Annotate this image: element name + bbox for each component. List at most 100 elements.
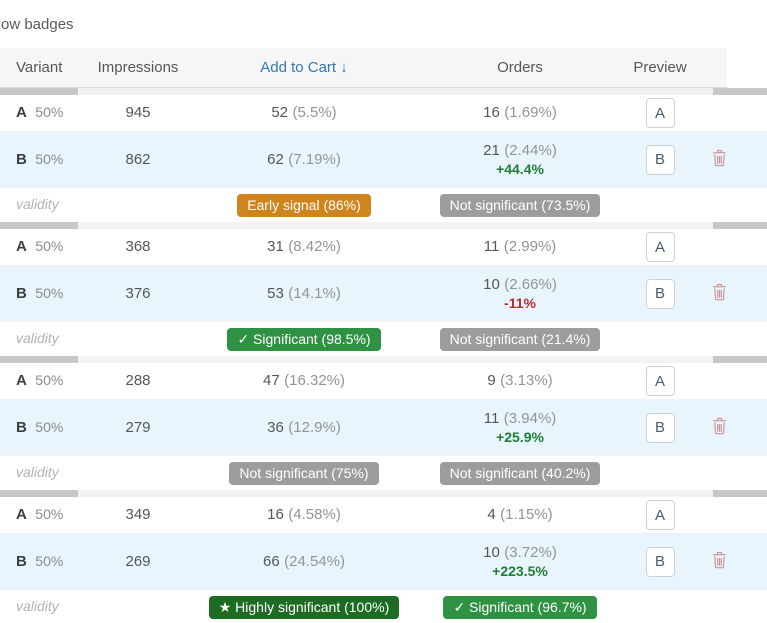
trash-icon	[713, 149, 726, 167]
orders-cell: 9 (3.13%)	[487, 372, 553, 389]
trash-icon	[713, 283, 726, 301]
scrollbar-thumb[interactable]	[0, 490, 78, 497]
ab-test-group: A 50% 368 31 (8.42%) 11 (2.99%) A B 50% …	[0, 229, 767, 356]
add-to-cart-cell: 52 (5.5%)	[271, 104, 337, 121]
add-to-cart-cell: 31 (8.42%)	[267, 238, 341, 255]
scrollbar-thumb[interactable]	[713, 222, 767, 229]
table-row-variant-b: B 50% 376 53 (14.1%) 10 (2.66%) -11% B	[0, 266, 767, 322]
variant-cell: B 50%	[0, 151, 88, 169]
orders-cell: 10 (3.72%) +223.5%	[420, 544, 620, 579]
table-row-variant-b: B 50% 269 66 (24.54%) 10 (3.72%) +223.5%…	[0, 534, 767, 590]
scrollbar-thumb[interactable]	[0, 356, 78, 363]
traffic-split: 50%	[35, 238, 64, 254]
preview-variant-button[interactable]: A	[645, 366, 675, 396]
column-header-preview: Preview	[633, 59, 687, 76]
traffic-split: 50%	[35, 372, 64, 388]
impressions-cell: 945	[125, 104, 151, 121]
atc-significance-badge: Not significant (75%)	[229, 461, 379, 485]
actions-cell	[700, 281, 767, 306]
trash-icon	[713, 551, 726, 569]
orders-significance-badge: ✓ Significant (96.7%)	[443, 595, 597, 619]
orders-cell: 11 (2.99%)	[483, 238, 557, 255]
orders-significance-badge: Not significant (73.5%)	[439, 193, 601, 217]
impressions-cell: 288	[125, 372, 151, 389]
column-header-impressions: Impressions	[97, 59, 179, 76]
impressions-cell: 279	[125, 418, 151, 436]
scrollbar-thumb[interactable]	[713, 88, 767, 95]
delete-variant-button[interactable]	[710, 415, 729, 440]
top-bar: ow badges	[0, 0, 767, 48]
delete-variant-button[interactable]	[710, 281, 729, 306]
table-row-variant-a: A 50% 288 47 (16.32%) 9 (3.13%) A	[0, 363, 767, 400]
preview-variant-button[interactable]: B	[645, 278, 675, 309]
add-to-cart-cell: 47 (16.32%)	[262, 372, 345, 389]
column-header-add-to-cart[interactable]: Add to Cart ↓	[260, 59, 348, 76]
preview-variant-button[interactable]: A	[645, 500, 675, 530]
validity-row: validity Early signal (86%) Not signific…	[0, 188, 767, 222]
column-header-variant: Variant	[16, 59, 63, 76]
column-header-orders: Orders	[497, 59, 543, 76]
atc-significance-badge: Early signal (86%)	[237, 193, 371, 217]
add-to-cart-cell: 16 (4.58%)	[267, 506, 341, 523]
validity-label-cell: validity	[16, 196, 59, 212]
orders-significance-badge: Not significant (21.4%)	[439, 327, 601, 351]
preview-cell: A	[620, 366, 700, 396]
show-badges-label[interactable]: ow badges	[1, 16, 74, 33]
delete-variant-button[interactable]	[710, 549, 729, 574]
variant-letter: A	[16, 238, 27, 255]
validity-label-cell: validity	[16, 598, 59, 614]
traffic-split: 50%	[35, 150, 64, 167]
preview-cell: B	[620, 546, 700, 577]
actions-cell	[700, 549, 767, 574]
horizontal-scrollbar[interactable]	[0, 88, 767, 95]
ab-test-group: A 50% 288 47 (16.32%) 9 (3.13%) A B 50% …	[0, 363, 767, 490]
preview-cell: A	[620, 232, 700, 262]
preview-variant-button[interactable]: B	[645, 546, 675, 577]
orders-cell: 11 (3.94%) +25.9%	[420, 410, 620, 445]
preview-cell: B	[620, 278, 700, 309]
table-row-variant-b: B 50% 862 62 (7.19%) 21 (2.44%) +44.4% B	[0, 132, 767, 188]
variant-letter: B	[16, 284, 27, 302]
ab-test-group: A 50% 945 52 (5.5%) 16 (1.69%) A B 50% 8…	[0, 95, 767, 222]
validity-row: validity ✓ Significant (98.5%) Not signi…	[0, 322, 767, 356]
preview-variant-button[interactable]: A	[645, 98, 675, 128]
variant-letter: B	[16, 418, 27, 436]
scrollbar-thumb[interactable]	[0, 88, 78, 95]
validity-label-cell: validity	[16, 330, 59, 346]
preview-cell: A	[620, 98, 700, 128]
impressions-cell: 368	[125, 238, 151, 255]
scrollbar-thumb[interactable]	[713, 490, 767, 497]
table-row-variant-a: A 50% 945 52 (5.5%) 16 (1.69%) A	[0, 95, 767, 132]
preview-cell: B	[620, 144, 700, 175]
trash-icon	[713, 417, 726, 435]
add-to-cart-cell: 36 (12.9%)	[267, 418, 341, 436]
variant-letter: B	[16, 552, 27, 570]
table-row-variant-b: B 50% 279 36 (12.9%) 11 (3.94%) +25.9% B	[0, 400, 767, 456]
preview-variant-button[interactable]: A	[645, 232, 675, 262]
validity-label-cell: validity	[16, 464, 59, 480]
horizontal-scrollbar[interactable]	[0, 490, 767, 497]
ab-test-group: A 50% 349 16 (4.58%) 4 (1.15%) A B 50% 2…	[0, 497, 767, 623]
table-row-variant-a: A 50% 349 16 (4.58%) 4 (1.15%) A	[0, 497, 767, 534]
actions-cell	[700, 147, 767, 172]
scrollbar-thumb[interactable]	[713, 356, 767, 363]
delete-variant-button[interactable]	[710, 147, 729, 172]
validity-row: validity ★ Highly significant (100%) ✓ S…	[0, 590, 767, 623]
variant-cell: A 50%	[0, 104, 88, 122]
variant-letter: B	[16, 150, 27, 168]
horizontal-scrollbar[interactable]	[0, 356, 767, 363]
scrollbar-thumb[interactable]	[0, 222, 78, 229]
orders-cell: 21 (2.44%) +44.4%	[420, 142, 620, 177]
variant-cell: A 50%	[0, 372, 88, 390]
add-to-cart-cell: 62 (7.19%)	[267, 150, 341, 168]
variant-letter: A	[16, 104, 27, 121]
traffic-split: 50%	[35, 506, 64, 522]
preview-variant-button[interactable]: B	[645, 144, 675, 175]
horizontal-scrollbar[interactable]	[0, 222, 767, 229]
traffic-split: 50%	[35, 418, 64, 435]
uplift-value: +25.9%	[496, 429, 544, 445]
add-to-cart-cell: 66 (24.54%)	[262, 552, 345, 570]
preview-cell: B	[620, 412, 700, 443]
atc-significance-badge: ★ Highly significant (100%)	[208, 595, 400, 619]
preview-variant-button[interactable]: B	[645, 412, 675, 443]
